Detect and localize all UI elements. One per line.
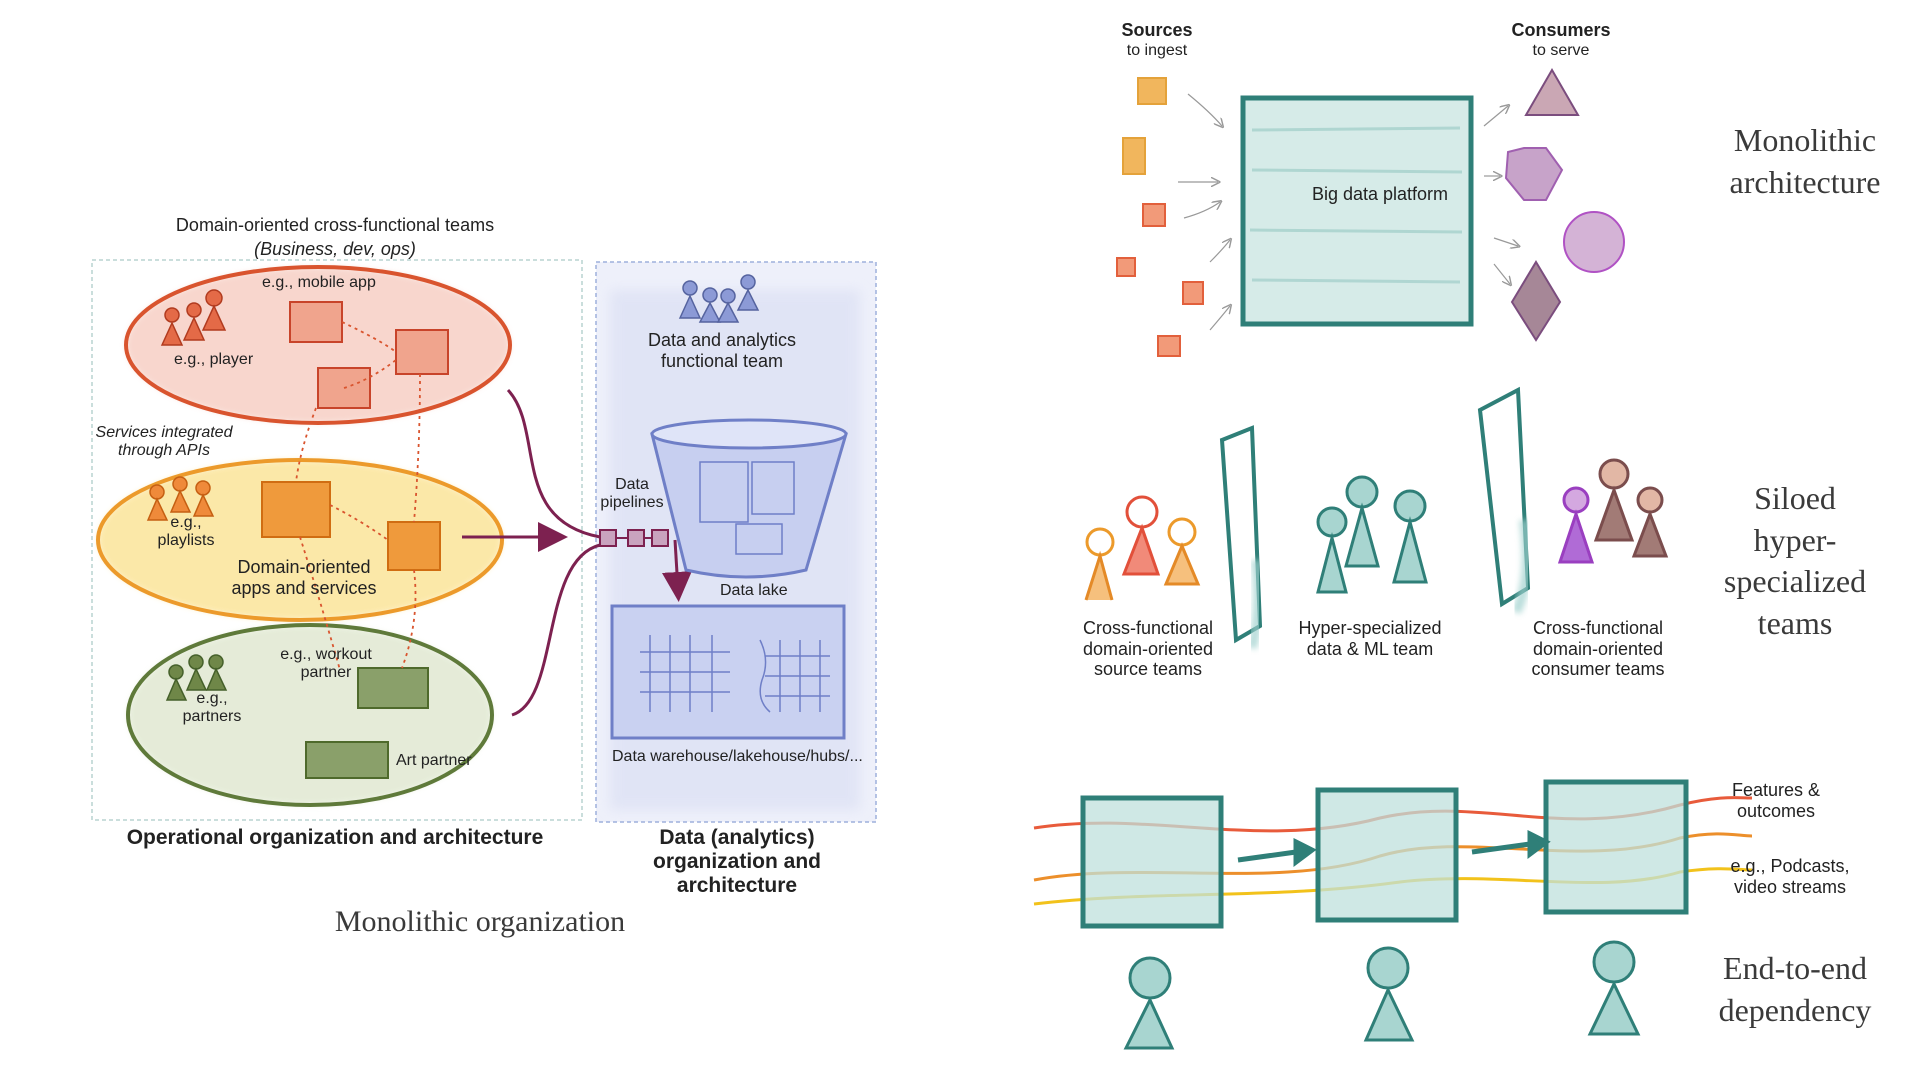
operational-caption: Operational organization and architectur…	[126, 826, 544, 849]
source-squares	[1116, 77, 1204, 357]
warehouse-label: Data warehouse/lakehouse/hubs/...	[612, 748, 863, 765]
monolithic-side-label: Monolithic architecture	[1729, 122, 1881, 200]
ingest-arrows	[1178, 93, 1230, 331]
data-team-people	[678, 274, 760, 323]
red-services	[289, 301, 449, 409]
top-title: Domain-oriented cross-functional teams	[175, 215, 495, 235]
red-domain-ellipse	[126, 267, 510, 423]
silo-wall-right	[1477, 386, 1532, 615]
green-services	[305, 667, 429, 779]
consumer-teams-label: Cross-functional domain-oriented consume…	[1531, 618, 1665, 680]
dependency-side-label: End-to-end dependency	[1718, 950, 1872, 1028]
red-team-people	[160, 289, 227, 346]
lake-label: Data lake	[720, 582, 788, 599]
big-data-platform	[1240, 95, 1474, 327]
data-team-people	[1316, 475, 1428, 594]
pipeline-arrows	[462, 388, 692, 717]
sources-title: Sources	[1121, 20, 1193, 40]
mobile-app-label: e.g., mobile app	[262, 274, 376, 291]
serve-arrows	[1483, 106, 1518, 284]
data-ml-team-label: Hyper-specialized data & ML team	[1298, 618, 1442, 659]
dependency-boxes	[1080, 779, 1689, 929]
operational-frame	[91, 259, 583, 821]
top-subtitle: (Business, dev, ops)	[254, 239, 416, 259]
pipeline-boxes	[599, 529, 669, 547]
features-label: Features & outcomes	[1731, 780, 1821, 821]
siloed-side-label: Siloed hyper- specialized teams	[1723, 480, 1867, 641]
source-teams-label: Cross-functional domain-oriented source …	[1082, 618, 1214, 680]
pipelines-label: Data pipelines	[600, 476, 664, 512]
playlists-label: e.g., playlists	[157, 514, 215, 550]
player-label: e.g., player	[174, 351, 254, 368]
silo-wall-left	[1219, 425, 1264, 650]
streams-label: e.g., Podcasts, video streams	[1730, 856, 1850, 897]
source-team-people	[1084, 495, 1201, 601]
consumers-title: Consumers	[1511, 20, 1611, 40]
consumer-shapes	[1504, 68, 1625, 342]
consumer-team-people	[1557, 458, 1669, 564]
api-links	[295, 321, 421, 671]
dependency-arrows	[1237, 829, 1551, 867]
bottom-caption: Monolithic organization	[334, 905, 626, 938]
yellow-team-people	[146, 476, 215, 521]
analytics-caption: Data (analytics) organization and archit…	[653, 826, 821, 898]
apps-services-label: Domain-oriented apps and services	[231, 557, 377, 598]
dependency-people	[1123, 940, 1641, 1050]
art-partner-label: Art partner	[396, 752, 472, 769]
green-team-people	[165, 654, 228, 701]
consumers-sub: to serve	[1532, 42, 1590, 59]
platform-label: Big data platform	[1311, 184, 1449, 204]
sources-sub: to ingest	[1126, 42, 1188, 59]
data-team-label: Data and analytics functional team	[647, 330, 797, 371]
yellow-domain-ellipse	[98, 460, 502, 620]
apis-label: Services integrated through APIs	[95, 424, 233, 460]
workout-partner-label: e.g., workout partner	[280, 646, 372, 682]
partners-label: e.g., partners	[182, 690, 242, 726]
